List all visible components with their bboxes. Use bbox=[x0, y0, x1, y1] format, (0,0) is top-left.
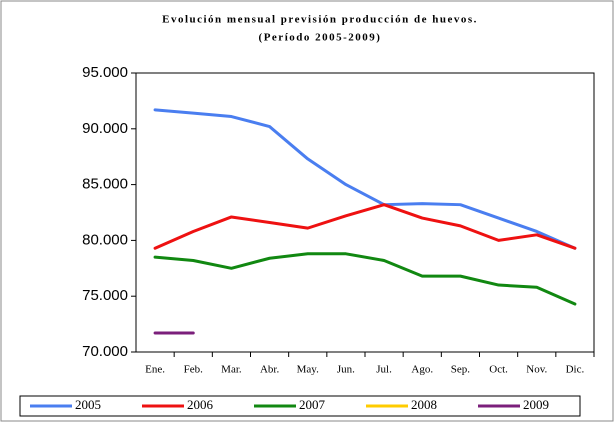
legend-label: 2008 bbox=[411, 397, 437, 412]
series-line bbox=[153, 252, 577, 306]
y-tick-label: 70.000 bbox=[82, 343, 128, 360]
legend-label: 2007 bbox=[299, 397, 326, 412]
x-tick-label: Abr. bbox=[260, 364, 280, 376]
legend-label: 2006 bbox=[187, 397, 214, 412]
x-tick-label: Nov. bbox=[526, 364, 547, 376]
x-tick-label: Feb. bbox=[184, 364, 204, 376]
x-tick-label: Sep. bbox=[451, 364, 471, 376]
x-tick-label: Jul. bbox=[376, 364, 392, 376]
y-tick-label: 90.000 bbox=[82, 120, 128, 137]
x-tick-label: Jun. bbox=[337, 364, 355, 376]
y-tick-label: 75.000 bbox=[82, 287, 128, 304]
y-tick-label: 80.000 bbox=[82, 231, 128, 248]
legend-label: 2005 bbox=[75, 397, 101, 412]
series-line bbox=[153, 203, 577, 250]
x-tick-label: Mar. bbox=[221, 364, 242, 376]
y-tick-label: 85.000 bbox=[82, 176, 128, 193]
chart-title: Evolución mensual previsión producción d… bbox=[162, 14, 478, 26]
x-tick-label: May. bbox=[297, 364, 319, 376]
series-line bbox=[153, 108, 577, 250]
x-tick-label: Dic. bbox=[566, 364, 585, 376]
chart-subtitle: (Período 2005-2009) bbox=[259, 32, 382, 44]
x-tick-label: Oct. bbox=[489, 364, 508, 376]
legend bbox=[19, 395, 581, 417]
x-tick-label: Ene. bbox=[145, 364, 165, 376]
x-tick-label: Ago. bbox=[411, 364, 433, 376]
y-tick-label: 95.000 bbox=[82, 64, 128, 81]
legend-label: 2009 bbox=[523, 397, 549, 412]
